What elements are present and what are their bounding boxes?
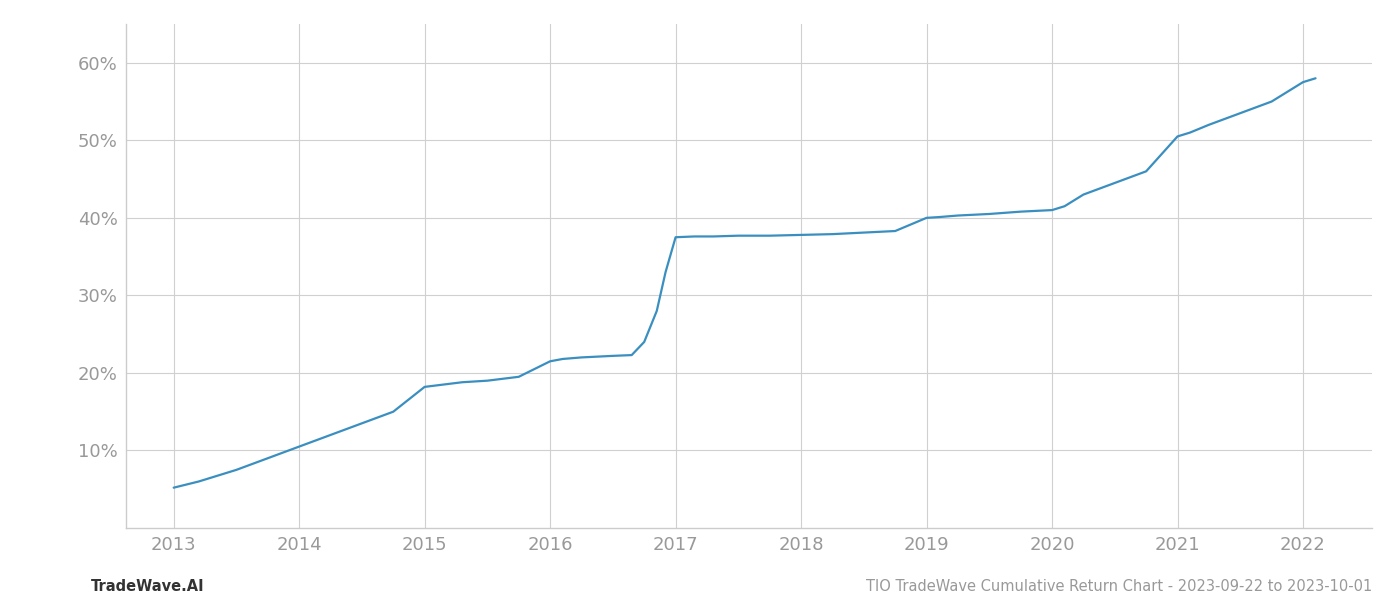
Text: TIO TradeWave Cumulative Return Chart - 2023-09-22 to 2023-10-01: TIO TradeWave Cumulative Return Chart - … [865, 579, 1372, 594]
Text: TradeWave.AI: TradeWave.AI [91, 579, 204, 594]
